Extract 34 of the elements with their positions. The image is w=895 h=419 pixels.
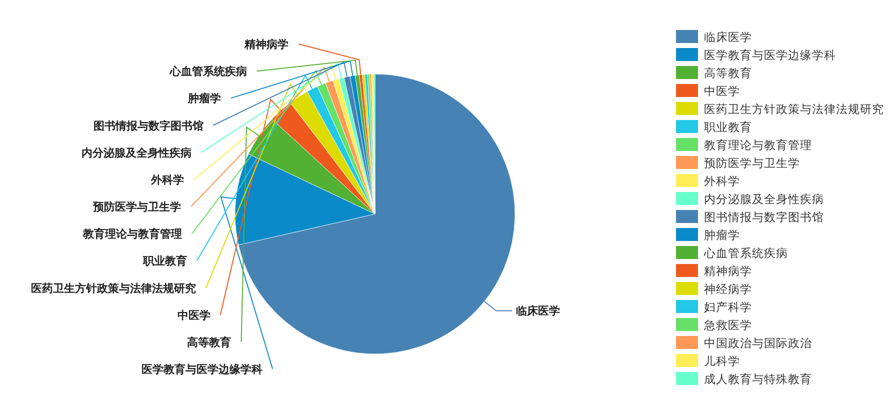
text: 临床医学 (516, 304, 560, 318)
text: 肿瘤学 (186, 92, 221, 106)
text: 心血管系统疾病 (168, 65, 247, 78)
text: 精神病学 (244, 38, 289, 51)
legend-label: 成人教育与特殊教育 (704, 372, 812, 386)
text: 职业教育 (142, 254, 187, 268)
legend-label: 精神病学 (704, 264, 752, 278)
legend-label: 图书情报与数字图书馆 (704, 210, 824, 224)
legend-label: 妇产科学 (704, 300, 752, 314)
text: 医药卫生方针政策与法律法规研究 (31, 282, 196, 295)
text: 内分泌腺及全身性疾病 (81, 146, 192, 160)
legend-label: 心血管系统疾病 (703, 246, 788, 260)
legend-label: 中医学 (704, 84, 740, 98)
text: 教育理论与教育管理 (82, 228, 182, 241)
legend-label: 肿瘤学 (704, 228, 740, 242)
legend-label: 临床医学 (704, 30, 752, 44)
legend-label: 高等教育 (704, 66, 752, 80)
legend-label: 教育理论与教育管理 (704, 138, 812, 152)
text: 图书情报与数字图书馆 (93, 119, 204, 132)
legend-label: 神经病学 (704, 282, 752, 296)
legend-label: 职业教育 (704, 120, 752, 134)
text: 中医学 (177, 308, 210, 322)
legend-label: 外科学 (704, 174, 740, 188)
legend-label: 内分泌腺及全身性疾病 (704, 192, 824, 206)
legend-label: 医学教育与医学边缘学科 (704, 48, 836, 62)
text: 医学教育与医学边缘学科 (142, 363, 263, 376)
text: 预防医学与卫生学 (92, 200, 182, 214)
legend-label: 中国政治与国际政治 (704, 336, 812, 350)
text: 高等教育 (187, 336, 232, 349)
legend-label: 儿科学 (704, 354, 740, 368)
text: 外科学 (150, 173, 184, 186)
legend-label: 医药卫生方针政策与法律法规研究 (704, 102, 884, 116)
legend-label: 急救医学 (703, 318, 752, 332)
legend-label: 预防医学与卫生学 (704, 156, 800, 170)
